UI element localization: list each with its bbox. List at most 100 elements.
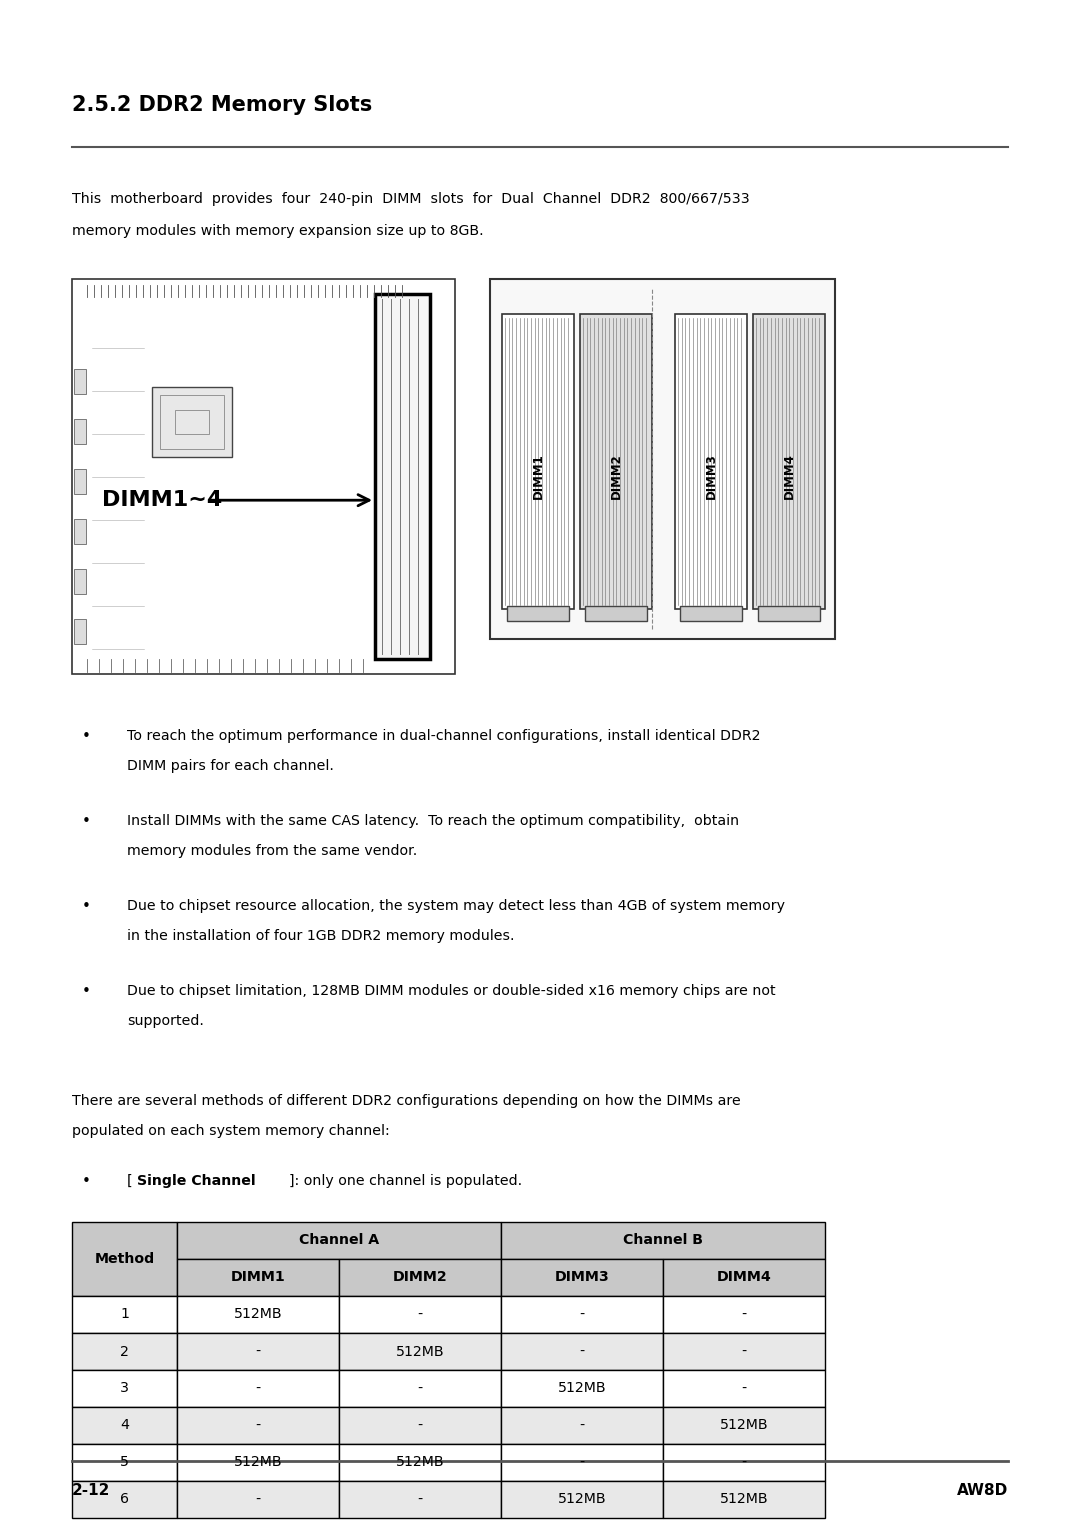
Text: DIMM4: DIMM4 <box>783 453 796 498</box>
Text: DIMM3: DIMM3 <box>704 454 717 498</box>
Text: 512MB: 512MB <box>233 1456 282 1469</box>
Bar <box>75 419 86 443</box>
Text: -: - <box>417 1492 422 1506</box>
Text: AW8D: AW8D <box>957 1483 1008 1498</box>
Text: DIMM1: DIMM1 <box>531 454 544 498</box>
Text: 2-12: 2-12 <box>72 1483 110 1498</box>
Text: DIMM2: DIMM2 <box>393 1271 447 1284</box>
Bar <box>177 1407 339 1443</box>
Bar <box>663 1482 825 1518</box>
Bar <box>663 1370 825 1407</box>
Bar <box>152 387 232 457</box>
Text: 4: 4 <box>120 1419 129 1433</box>
Bar <box>501 1258 663 1297</box>
Bar <box>75 518 86 544</box>
Text: supported.: supported. <box>127 1014 204 1027</box>
Text: •: • <box>82 813 91 829</box>
Text: -: - <box>255 1382 260 1396</box>
Bar <box>72 1222 177 1297</box>
Bar <box>177 1482 339 1518</box>
Bar <box>501 1333 663 1370</box>
Text: 512MB: 512MB <box>233 1307 282 1321</box>
Bar <box>680 605 742 621</box>
Bar <box>675 313 747 609</box>
Bar <box>339 1333 501 1370</box>
Text: •: • <box>82 899 91 914</box>
Bar <box>501 1222 825 1258</box>
Text: 2.5.2 DDR2 Memory Slots: 2.5.2 DDR2 Memory Slots <box>72 95 373 115</box>
Text: 6: 6 <box>120 1492 129 1506</box>
Bar <box>75 368 86 394</box>
Bar <box>177 1222 501 1258</box>
Bar <box>501 1407 663 1443</box>
Text: Due to chipset limitation, 128MB DIMM modules or double-sided x16 memory chips a: Due to chipset limitation, 128MB DIMM mo… <box>127 985 775 998</box>
Bar <box>177 1370 339 1407</box>
Text: DIMM1: DIMM1 <box>231 1271 285 1284</box>
Text: 512MB: 512MB <box>719 1419 768 1433</box>
Bar <box>501 1370 663 1407</box>
Bar <box>663 1407 825 1443</box>
Text: 2: 2 <box>120 1344 129 1358</box>
Bar <box>72 1370 177 1407</box>
Text: 3: 3 <box>120 1382 129 1396</box>
Text: in the installation of four 1GB DDR2 memory modules.: in the installation of four 1GB DDR2 mem… <box>127 930 514 943</box>
Text: DIMM pairs for each channel.: DIMM pairs for each channel. <box>127 758 334 774</box>
Text: memory modules with memory expansion size up to 8GB.: memory modules with memory expansion siz… <box>72 225 484 239</box>
Bar <box>663 1297 825 1333</box>
Text: -: - <box>579 1456 584 1469</box>
Text: Channel A: Channel A <box>299 1234 379 1248</box>
Text: 512MB: 512MB <box>557 1492 606 1506</box>
Bar <box>339 1443 501 1482</box>
Bar <box>177 1443 339 1482</box>
Text: DIMM4: DIMM4 <box>717 1271 771 1284</box>
Bar <box>501 1297 663 1333</box>
Text: There are several methods of different DDR2 configurations depending on how the : There are several methods of different D… <box>72 1095 741 1109</box>
Text: -: - <box>579 1419 584 1433</box>
Bar <box>339 1407 501 1443</box>
Text: 512MB: 512MB <box>719 1492 768 1506</box>
Text: 512MB: 512MB <box>557 1382 606 1396</box>
Bar <box>72 1333 177 1370</box>
Bar <box>339 1258 501 1297</box>
Bar <box>339 1482 501 1518</box>
Bar <box>375 294 430 659</box>
Text: memory modules from the same vendor.: memory modules from the same vendor. <box>127 844 417 858</box>
Bar <box>177 1297 339 1333</box>
Text: Due to chipset resource allocation, the system may detect less than 4GB of syste: Due to chipset resource allocation, the … <box>127 899 785 913</box>
Bar <box>507 605 569 621</box>
Bar <box>758 605 820 621</box>
Text: •: • <box>82 985 91 998</box>
Text: -: - <box>255 1492 260 1506</box>
Bar <box>580 313 652 609</box>
Text: Single Channel: Single Channel <box>137 1174 256 1188</box>
Text: -: - <box>417 1419 422 1433</box>
Bar <box>177 1333 339 1370</box>
Text: 512MB: 512MB <box>395 1456 444 1469</box>
Text: To reach the optimum performance in dual-channel configurations, install identic: To reach the optimum performance in dual… <box>127 729 760 743</box>
Bar <box>72 1297 177 1333</box>
Bar <box>663 1333 825 1370</box>
Bar <box>75 569 86 593</box>
Text: Install DIMMs with the same CAS latency.  To reach the optimum compatibility,  o: Install DIMMs with the same CAS latency.… <box>127 813 739 829</box>
Text: [: [ <box>127 1174 133 1188</box>
Bar <box>663 1443 825 1482</box>
Text: ]: only one channel is populated.: ]: only one channel is populated. <box>289 1174 522 1188</box>
Text: -: - <box>579 1344 584 1358</box>
Bar <box>663 1258 825 1297</box>
Text: -: - <box>417 1382 422 1396</box>
Text: Method: Method <box>94 1252 154 1266</box>
Text: DIMM1~4: DIMM1~4 <box>102 491 222 511</box>
Bar <box>339 1297 501 1333</box>
Text: •: • <box>82 729 91 745</box>
Text: 5: 5 <box>120 1456 129 1469</box>
Bar <box>501 1482 663 1518</box>
Text: DIMM3: DIMM3 <box>555 1271 609 1284</box>
Bar <box>175 410 210 434</box>
Text: populated on each system memory channel:: populated on each system memory channel: <box>72 1124 390 1138</box>
Text: Channel B: Channel B <box>623 1234 703 1248</box>
Text: This  motherboard  provides  four  240-pin  DIMM  slots  for  Dual  Channel  DDR: This motherboard provides four 240-pin D… <box>72 193 750 206</box>
Bar <box>72 1482 177 1518</box>
Bar <box>339 1370 501 1407</box>
Text: -: - <box>255 1419 260 1433</box>
Bar <box>160 394 224 448</box>
